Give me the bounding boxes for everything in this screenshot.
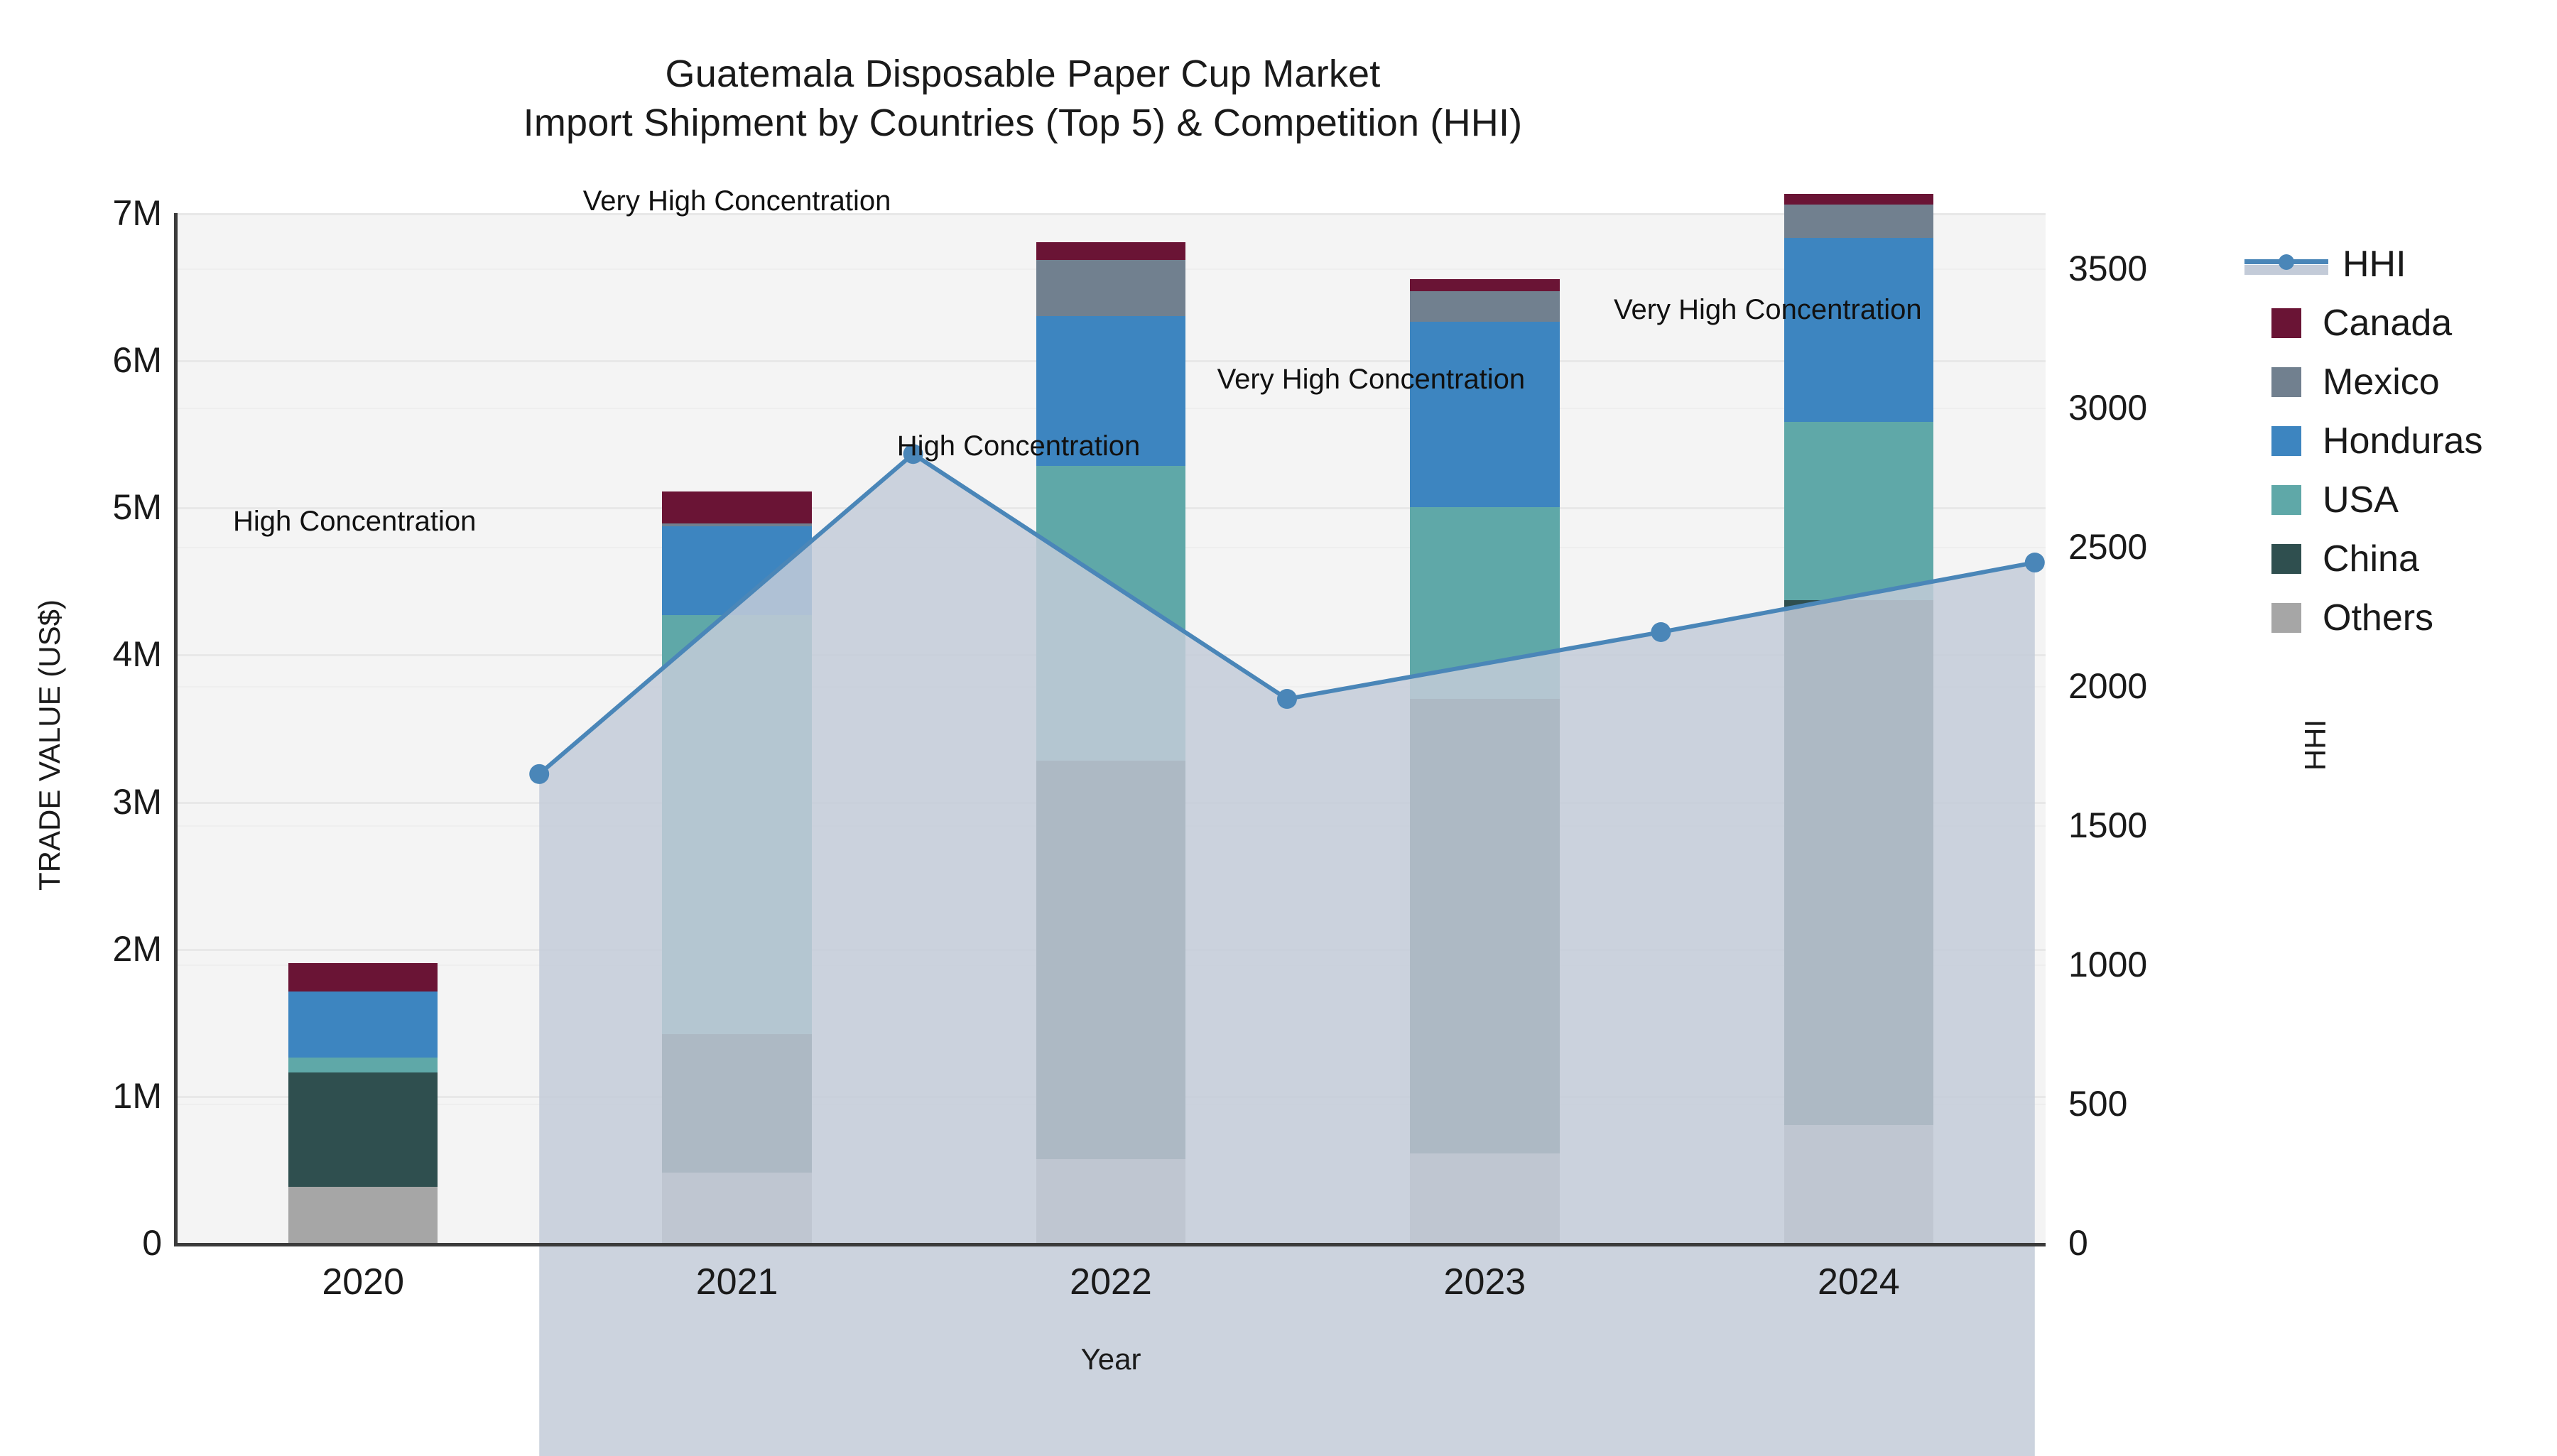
- bar-segment-honduras-2024[interactable]: [1784, 238, 1934, 423]
- y-tick-left-2M: 2M: [112, 928, 162, 969]
- y-axis-left-spine: [174, 213, 178, 1246]
- x-tick-2023: 2023: [1443, 1261, 1526, 1303]
- legend-label: HHI: [2342, 243, 2406, 285]
- legend-swatch-icon: [2271, 425, 2301, 456]
- hhi-series: [529, 444, 2045, 1456]
- legend-line-icon: [2244, 249, 2328, 279]
- y-tick-left-1M: 1M: [112, 1075, 162, 1116]
- bar-segment-china-2021[interactable]: [662, 1033, 812, 1173]
- hhi-marker-2022[interactable]: [1277, 689, 1297, 710]
- bar-segment-canada-2020[interactable]: [288, 963, 438, 992]
- bar-segment-others-2024[interactable]: [1784, 1125, 1934, 1243]
- legend-label: USA: [2323, 479, 2399, 521]
- bar-segment-others-2020[interactable]: [288, 1187, 438, 1243]
- y-tick-right-1000: 1000: [2068, 945, 2148, 985]
- legend-item-canada[interactable]: Canada: [2271, 293, 2556, 352]
- legend-item-mexico[interactable]: Mexico: [2271, 352, 2556, 411]
- y-tick-right-2000: 2000: [2068, 666, 2148, 707]
- bar-segment-honduras-2022[interactable]: [1036, 316, 1186, 467]
- bar-segment-others-2022[interactable]: [1036, 1158, 1186, 1243]
- page-title: Guatemala Disposable Paper Cup Market: [665, 53, 1381, 95]
- hhi-annotation-2024: Very High Concentration: [1614, 294, 1922, 326]
- chart-legend: HHI Canada Mexico Honduras USA China Others: [2244, 234, 2556, 647]
- hhi-annotation-2023: Very High Concentration: [1217, 364, 1526, 395]
- bar-stack-2020[interactable]: [288, 213, 438, 1243]
- bar-segment-usa-2024[interactable]: [1784, 422, 1934, 600]
- legend-item-usa[interactable]: USA: [2271, 470, 2556, 529]
- legend-item-honduras[interactable]: Honduras: [2271, 411, 2556, 470]
- x-axis-spine: [176, 1243, 2046, 1246]
- bar-segment-canada-2022[interactable]: [1036, 242, 1186, 261]
- legend-label: China: [2323, 538, 2419, 580]
- bar-segment-usa-2022[interactable]: [1036, 466, 1186, 761]
- legend-item-hhi[interactable]: HHI: [2244, 234, 2556, 293]
- hhi-marker-2020[interactable]: [529, 764, 550, 784]
- bar-segment-honduras-2021[interactable]: [662, 526, 812, 615]
- y-tick-left-6M: 6M: [112, 340, 162, 381]
- legend-label: Canada: [2323, 302, 2453, 344]
- y-tick-right-2500: 2500: [2068, 527, 2148, 567]
- y-tick-right-0: 0: [2068, 1223, 2088, 1263]
- bar-segment-mexico-2024[interactable]: [1784, 204, 1934, 239]
- bar-stack-2021[interactable]: [662, 213, 812, 1243]
- gridline-left-7M: [176, 213, 2046, 215]
- legend-label: Others: [2323, 597, 2434, 639]
- bar-segment-mexico-2022[interactable]: [1036, 260, 1186, 316]
- x-tick-2024: 2024: [1817, 1261, 1900, 1303]
- y-tick-right-3000: 3000: [2068, 388, 2148, 428]
- y-tick-left-7M: 7M: [112, 193, 162, 233]
- hhi-annotation-2021: Very High Concentration: [582, 185, 891, 217]
- bar-segment-canada-2023[interactable]: [1410, 279, 1560, 291]
- legend-swatch-icon: [2271, 366, 2301, 397]
- bar-segment-honduras-2020[interactable]: [288, 991, 438, 1058]
- y-tick-right-3500: 3500: [2068, 249, 2148, 289]
- bar-segment-mexico-2023[interactable]: [1410, 290, 1560, 322]
- bar-segment-china-2023[interactable]: [1410, 698, 1560, 1153]
- legend-item-china[interactable]: China: [2271, 529, 2556, 588]
- chart-title-block: Guatemala Disposable Paper Cup Market Im…: [0, 50, 2046, 148]
- chart-subtitle: Import Shipment by Countries (Top 5) & C…: [523, 102, 1523, 145]
- legend-label: Mexico: [2323, 361, 2440, 403]
- x-tick-2022: 2022: [1070, 1261, 1152, 1303]
- legend-swatch-icon: [2271, 308, 2301, 338]
- hhi-annotation-2020: High Concentration: [232, 505, 477, 537]
- plot-area: [176, 194, 2046, 1456]
- bar-segment-mexico-2021[interactable]: [662, 523, 812, 527]
- bar-segment-others-2023[interactable]: [1410, 1153, 1560, 1243]
- hhi-marker-2024[interactable]: [2024, 553, 2045, 573]
- y-tick-left-4M: 4M: [112, 634, 162, 675]
- hhi-annotation-2022: High Concentration: [896, 430, 1141, 462]
- legend-swatch-icon: [2271, 543, 2301, 574]
- legend-label: Honduras: [2323, 420, 2483, 462]
- bar-segment-canada-2021[interactable]: [662, 491, 812, 524]
- y-tick-right-1500: 1500: [2068, 805, 2148, 846]
- bar-segment-usa-2023[interactable]: [1410, 507, 1560, 699]
- legend-item-others[interactable]: Others: [2271, 588, 2556, 647]
- bar-segment-china-2022[interactable]: [1036, 760, 1186, 1159]
- y-axis-left-title: TRADE VALUE (US$): [33, 599, 66, 891]
- y-tick-left-5M: 5M: [112, 487, 162, 528]
- bar-segment-canada-2024[interactable]: [1784, 194, 1934, 205]
- x-axis-title: Year: [1080, 1342, 1141, 1376]
- legend-swatch-icon: [2271, 602, 2301, 633]
- bar-segment-usa-2021[interactable]: [662, 614, 812, 1034]
- bar-segment-china-2020[interactable]: [288, 1072, 438, 1188]
- x-tick-2021: 2021: [695, 1261, 778, 1303]
- bar-segment-others-2021[interactable]: [662, 1172, 812, 1243]
- bar-segment-china-2024[interactable]: [1784, 599, 1934, 1126]
- y-tick-right-500: 500: [2068, 1084, 2128, 1124]
- y-tick-left-3M: 3M: [112, 781, 162, 822]
- hhi-marker-2023[interactable]: [1651, 622, 1671, 642]
- y-tick-left-0: 0: [142, 1223, 162, 1263]
- x-tick-2020: 2020: [322, 1261, 405, 1303]
- legend-swatch-icon: [2271, 484, 2301, 515]
- bar-segment-usa-2020[interactable]: [288, 1058, 438, 1072]
- bar-stack-2024[interactable]: [1784, 194, 1934, 1243]
- bar-segment-honduras-2023[interactable]: [1410, 322, 1560, 508]
- bar-stack-2022[interactable]: [1036, 213, 1186, 1243]
